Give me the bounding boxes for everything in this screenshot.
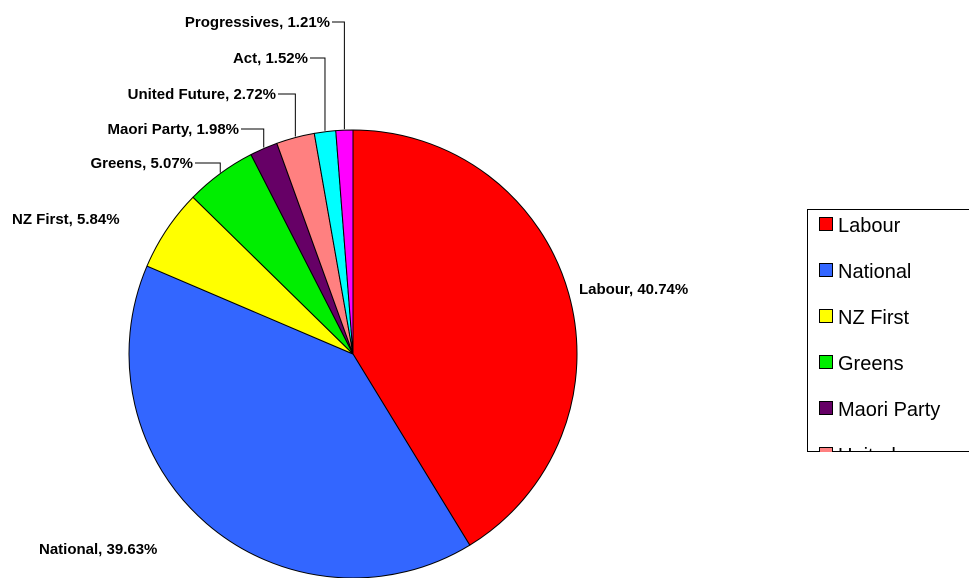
- leader-line-united-future: [278, 93, 296, 137]
- pie-slices: [128, 129, 578, 578]
- legend-swatch-nz-first: [819, 309, 833, 323]
- data-label-maori-party: Maori Party, 1.98%: [108, 121, 239, 138]
- data-label-labour: Labour, 40.74%: [579, 281, 688, 298]
- data-labels: Labour, 40.74% National, 39.63% NZ First, …: [12, 14, 688, 558]
- legend-item-nz-first: NZ First: [819, 307, 910, 329]
- pie-slice-national: [128, 265, 471, 578]
- legend-label-united: United: [838, 445, 896, 467]
- legend-label-maori-party: Maori Party: [838, 399, 940, 421]
- data-label-greens: Greens, 5.07%: [90, 155, 193, 172]
- data-label-nz-first: NZ First, 5.84%: [12, 211, 120, 228]
- data-label-progressives: Progressives, 1.21%: [185, 14, 330, 31]
- legend-swatch-national: [819, 263, 833, 277]
- data-label-national: National, 39.63%: [39, 541, 157, 558]
- data-label-united-future: United Future, 2.72%: [128, 86, 276, 103]
- legend-swatch-labour: [819, 217, 833, 231]
- leader-lines: [195, 21, 345, 173]
- legend-swatch-maori-party: [819, 401, 833, 415]
- legend-item-greens: Greens: [819, 353, 904, 375]
- legend-label-nz-first: NZ First: [838, 307, 910, 329]
- legend: Labour National NZ First Greens Maori Party U…: [807, 209, 969, 467]
- legend-swatch-greens: [819, 355, 833, 369]
- legend-item-labour: Labour: [819, 215, 901, 237]
- data-label-act: Act, 1.52%: [233, 50, 308, 67]
- legend-box: [807, 209, 969, 452]
- legend-label-labour: Labour: [838, 215, 901, 237]
- pie-slice-labour: [352, 129, 578, 546]
- legend-item-national: National: [819, 261, 911, 283]
- leader-line-greens: [195, 162, 221, 173]
- legend-item-maori-party: Maori Party: [819, 399, 940, 421]
- pie-slice-progressives: [335, 129, 354, 355]
- leader-line-progressives: [332, 21, 345, 130]
- legend-swatch-united: [819, 447, 833, 452]
- legend-label-greens: Greens: [838, 353, 904, 375]
- legend-label-national: National: [838, 261, 911, 283]
- leader-line-act: [310, 57, 326, 131]
- leader-line-maori-party: [241, 128, 265, 148]
- legend-item-united: United: [819, 445, 896, 467]
